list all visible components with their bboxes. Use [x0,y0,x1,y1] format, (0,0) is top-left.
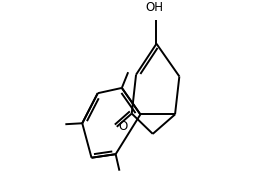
Text: OH: OH [146,1,164,14]
Text: O: O [118,120,128,133]
